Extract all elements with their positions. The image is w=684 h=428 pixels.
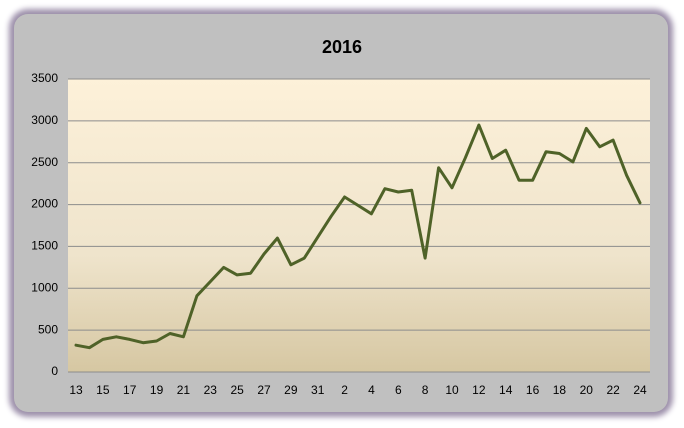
x-tick-label: 2 — [341, 383, 348, 397]
x-tick-label: 15 — [96, 383, 110, 397]
x-tick-label: 21 — [177, 383, 191, 397]
x-tick-label: 6 — [395, 383, 402, 397]
x-tick-label: 13 — [69, 383, 83, 397]
y-tick-label: 1500 — [31, 239, 58, 253]
y-tick-label: 2500 — [31, 155, 58, 169]
y-tick-label: 2000 — [31, 197, 58, 211]
y-tick-label: 1000 — [31, 280, 58, 294]
x-tick-label: 10 — [445, 383, 459, 397]
y-tick-label: 3000 — [31, 113, 58, 127]
x-tick-label: 29 — [284, 383, 298, 397]
x-tick-label: 19 — [150, 383, 164, 397]
chart-title: 2016 — [322, 37, 362, 57]
x-tick-label: 18 — [553, 383, 567, 397]
x-tick-label: 8 — [422, 383, 429, 397]
x-tick-label: 27 — [257, 383, 271, 397]
x-tick-label: 23 — [204, 383, 218, 397]
x-tick-label: 25 — [230, 383, 244, 397]
x-tick-label: 16 — [526, 383, 540, 397]
x-tick-label: 17 — [123, 383, 137, 397]
y-tick-label: 0 — [51, 364, 58, 378]
x-tick-label: 20 — [580, 383, 594, 397]
x-tick-label: 12 — [472, 383, 486, 397]
data-line — [74, 123, 642, 350]
y-tick-label: 3500 — [31, 71, 58, 85]
plot-area — [68, 79, 650, 372]
x-tick-label: 22 — [606, 383, 620, 397]
x-tick-label: 14 — [499, 383, 513, 397]
x-tick-label: 31 — [311, 383, 325, 397]
y-tick-label: 500 — [38, 322, 58, 336]
x-tick-label: 4 — [368, 383, 375, 397]
x-tick-label: 24 — [633, 383, 647, 397]
